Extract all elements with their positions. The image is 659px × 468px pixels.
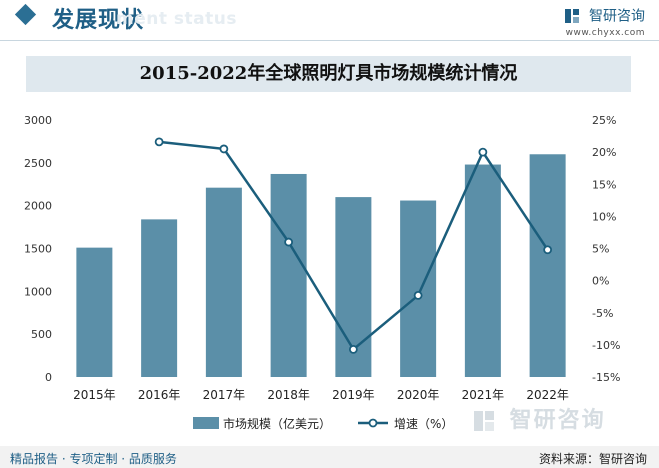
x-tick-label: 2016年 xyxy=(138,388,181,402)
left-tick-label: 1000 xyxy=(24,285,52,298)
bar-0 xyxy=(76,247,113,377)
legend-line-label: 增速（%） xyxy=(394,417,453,431)
bar-2 xyxy=(205,187,242,377)
chart-title-band: 2015-2022年全球照明灯具市场规模统计情况 xyxy=(26,56,631,92)
legend-bar-swatch xyxy=(193,417,219,429)
left-tick-label: 500 xyxy=(31,328,52,341)
left-tick-label: 3000 xyxy=(24,114,52,127)
watermark-logo-icon xyxy=(474,411,494,431)
right-tick-label: -15% xyxy=(592,371,620,384)
bar-3 xyxy=(270,173,307,377)
bar-5 xyxy=(400,200,437,377)
watermark-brand: 智研咨询 xyxy=(472,402,606,434)
header-band: 发展现状 ment status 智研咨询 www.chyxx.com xyxy=(0,0,659,38)
growth-point-3 xyxy=(284,237,294,247)
growth-point-7 xyxy=(543,245,553,255)
growth-point-4 xyxy=(348,344,358,354)
left-tick-label: 2000 xyxy=(24,200,52,213)
left-tick-label: 1500 xyxy=(24,243,52,256)
right-tick-label: -5% xyxy=(592,307,613,320)
brand: 智研咨询 www.chyxx.com xyxy=(564,5,645,38)
x-tick-label: 2019年 xyxy=(332,388,375,402)
growth-point-2 xyxy=(219,144,229,154)
chart: 0 500 1000 1500 2000 2500 3000 -15% -10% -5% 0% 5%… xyxy=(24,114,620,431)
growth-point-6 xyxy=(478,147,488,157)
bar-6 xyxy=(464,164,501,377)
footer-source: 资料来源：智研咨询 xyxy=(538,452,647,466)
left-tick-label: 2500 xyxy=(24,157,52,170)
bar-7 xyxy=(529,154,566,377)
legend-line-marker xyxy=(368,418,378,428)
header-rule xyxy=(0,40,659,41)
x-tick-label: 2017年 xyxy=(203,388,246,402)
x-tick-label: 2015年 xyxy=(73,388,116,402)
legend: 市场规模（亿美元） 增速（%） xyxy=(193,416,453,431)
left-tick-label: 0 xyxy=(45,371,52,384)
right-tick-label: 5% xyxy=(592,243,609,256)
footer-left: 精品报告 · 专项定制 · 品质服务 xyxy=(10,452,177,466)
legend-bar-label: 市场规模（亿美元） xyxy=(223,416,331,431)
right-axis-ticks: -15% -10% -5% 0% 5% 10% 15% 20% 25% xyxy=(592,114,620,384)
right-tick-label: 10% xyxy=(592,210,616,223)
x-tick-label: 2022年 xyxy=(526,388,569,402)
watermark-brand-name: 智研咨询 xyxy=(509,408,606,433)
growth-point-5 xyxy=(413,291,423,300)
line-series xyxy=(154,137,553,354)
chart-title: 2015-2022年全球照明灯具市场规模统计情况 xyxy=(139,63,518,84)
right-tick-label: -10% xyxy=(592,339,620,352)
right-tick-label: 25% xyxy=(592,114,616,127)
section-subtitle: ment status xyxy=(116,9,237,29)
right-tick-label: 0% xyxy=(592,275,609,288)
brand-logo-icon xyxy=(564,8,579,23)
section-title: 发展现状 xyxy=(52,8,145,33)
x-tick-label: 2018年 xyxy=(267,388,310,402)
bar-series xyxy=(76,154,566,377)
footer: 精品报告 · 专项定制 · 品质服务 资料来源：智研咨询 xyxy=(0,446,659,468)
growth-point-1 xyxy=(154,137,164,147)
x-tick-label: 2021年 xyxy=(462,388,505,402)
bar-1 xyxy=(141,219,178,377)
x-tick-label: 2020年 xyxy=(397,388,440,402)
right-tick-label: 20% xyxy=(592,146,616,159)
left-axis-ticks: 0 500 1000 1500 2000 2500 3000 xyxy=(24,114,52,384)
right-tick-label: 15% xyxy=(592,178,616,191)
brand-name: 智研咨询 xyxy=(589,8,645,25)
brand-url: www.chyxx.com xyxy=(565,27,645,38)
x-axis-labels: 2015年 2016年 2017年 2018年 2019年 2020年 2021年 2022年 xyxy=(73,388,569,402)
